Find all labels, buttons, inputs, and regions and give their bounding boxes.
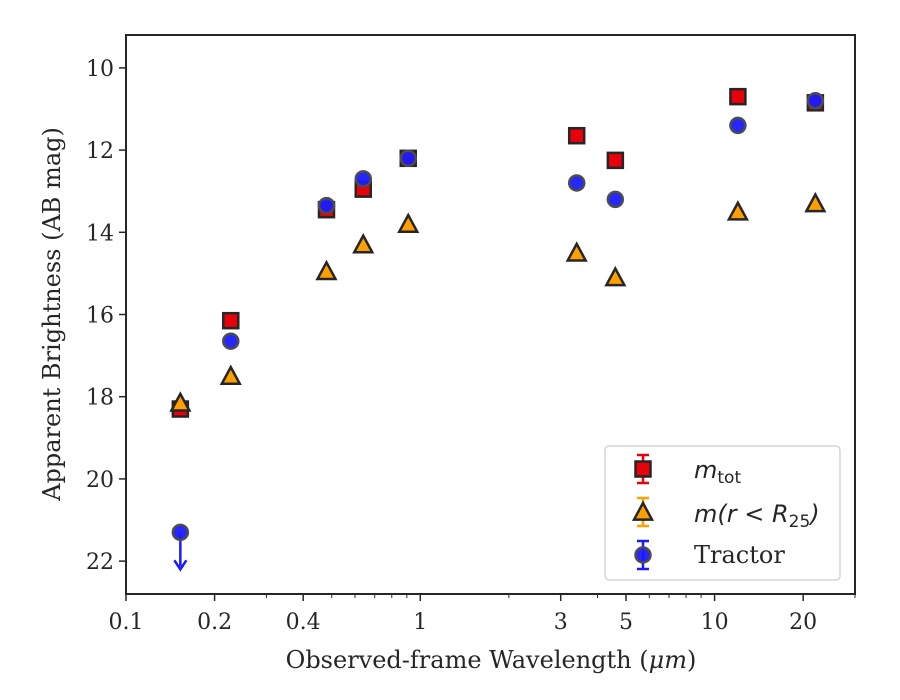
marker-tractor-2 xyxy=(317,196,336,215)
axis-ticks: 0.1 0.2 0.4 1 3 5 10 20 10 12 14 16 18 20 22 xyxy=(86,57,856,635)
marker-mr25-7 xyxy=(726,200,749,221)
x-tick-label-3: 1 xyxy=(413,610,427,635)
legend-marker-mtot xyxy=(634,453,652,485)
x-tick-label-6: 10 xyxy=(701,610,729,635)
marker-mr25-5 xyxy=(565,241,588,262)
marker-tractor-7 xyxy=(729,116,747,135)
x-tick-label-7: 20 xyxy=(789,610,817,635)
x-tick-label-4: 3 xyxy=(554,610,568,635)
y-tick-label-4: 18 xyxy=(86,386,114,411)
marker-mtot-1 xyxy=(222,311,240,330)
x-axis-title: Observed-frame Wavelength (μm) xyxy=(286,646,697,674)
marker-tractor-6 xyxy=(606,190,625,209)
x-tick-label-5: 5 xyxy=(619,610,633,635)
marker-tractor-5 xyxy=(567,174,586,192)
y-tick-label-5: 20 xyxy=(86,468,114,493)
y-tick-label-2: 14 xyxy=(86,221,114,246)
marker-mr25-8 xyxy=(804,191,827,213)
legend-symbol-mtot xyxy=(634,460,652,478)
data-markers xyxy=(169,87,827,572)
marker-tractor-4 xyxy=(399,149,417,168)
y-axis-title: Apparent Brightness (AB mag) xyxy=(38,127,66,502)
y-tick-label-0: 10 xyxy=(86,57,114,82)
marker-mtot-6 xyxy=(606,151,625,170)
marker-mr25-2 xyxy=(315,259,338,281)
marker-mtot-5 xyxy=(567,126,586,145)
y-tick-label-1: 12 xyxy=(86,139,114,164)
marker-mtot-7 xyxy=(729,87,747,106)
marker-tractor-8 xyxy=(806,92,825,110)
y-tick-label-6: 22 xyxy=(86,550,114,575)
legend-label-mtot: mtot xyxy=(694,456,741,488)
marker-mr25-3 xyxy=(352,232,375,254)
legend-box xyxy=(604,445,841,581)
legend-label-tractor: Tractor xyxy=(694,541,785,569)
x-tick-label-2: 0.4 xyxy=(286,610,321,635)
marker-tractor-0 xyxy=(171,523,190,542)
x-tick-label-1: 0.2 xyxy=(197,610,232,635)
marker-mr25-1 xyxy=(219,364,242,386)
marker-mr25-4 xyxy=(397,212,420,233)
marker-tractor-1 xyxy=(222,332,240,350)
legend-marker-tractor xyxy=(634,539,652,571)
legend-symbol-mr25 xyxy=(631,500,655,521)
arrow-head xyxy=(173,559,188,572)
marker-tractor-3 xyxy=(354,170,373,188)
marker-mr25-0 xyxy=(169,391,192,412)
marker-mr25-6 xyxy=(604,265,627,287)
y-tick-label-3: 16 xyxy=(86,304,114,329)
legend-label-mr25: m(r < R25) xyxy=(694,500,820,532)
legend: mtot m(r < R25) Tractor xyxy=(604,445,841,581)
legend-marker-mr25 xyxy=(631,496,655,528)
legend-symbol-tractor xyxy=(634,546,652,564)
x-tick-label-0: 0.1 xyxy=(109,610,144,635)
